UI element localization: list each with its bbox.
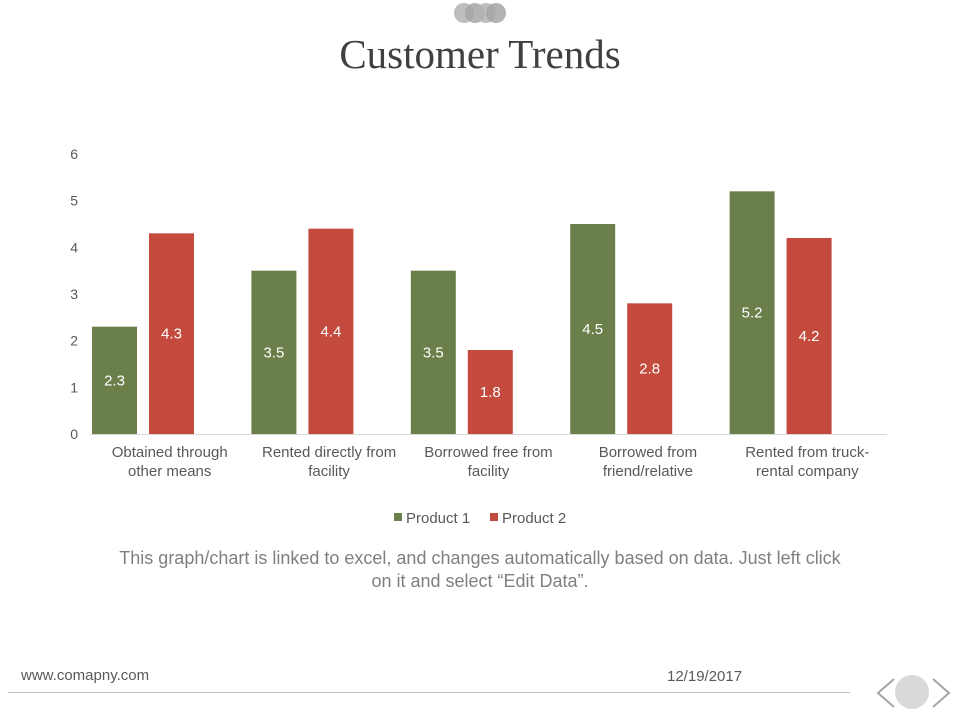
y-tick-label: 4 xyxy=(70,239,78,255)
data-label: 2.8 xyxy=(639,361,660,378)
x-tick-label: Rented from truck- xyxy=(745,444,869,461)
bar-1-4[interactable] xyxy=(570,224,616,434)
x-tick-label: Rented directly from xyxy=(262,444,396,461)
data-label: 3.5 xyxy=(263,344,284,361)
data-label: 5.2 xyxy=(742,305,763,322)
x-axis: Obtained through other means Rented direct… xyxy=(90,434,887,480)
x-tick-label: facility xyxy=(308,463,350,480)
circle-icon[interactable] xyxy=(895,675,929,709)
bar-1-1[interactable] xyxy=(92,326,137,434)
chevron-right-icon[interactable] xyxy=(932,678,951,708)
bar-2-1[interactable] xyxy=(149,233,194,434)
x-tick-label: friend/relative xyxy=(603,463,693,480)
data-label: 4.4 xyxy=(320,323,341,340)
x-tick-label: Borrowed free from xyxy=(424,444,552,461)
legend: Product 1 Product 2 xyxy=(394,510,566,527)
x-tick-label: Borrowed from xyxy=(599,444,697,461)
data-label: 2.3 xyxy=(104,372,125,389)
y-tick-label: 6 xyxy=(70,146,78,162)
x-tick-label: other means xyxy=(128,463,211,480)
y-tick-label: 1 xyxy=(70,379,78,395)
data-label: 4.3 xyxy=(161,326,182,343)
bar-1-3[interactable] xyxy=(410,270,456,434)
page-title: Customer Trends xyxy=(339,31,621,77)
chart-caption: This graph/chart is linked to excel, and… xyxy=(80,547,880,593)
data-label: 4.2 xyxy=(799,328,820,345)
y-axis: 0 1 2 3 4 5 6 xyxy=(70,146,78,442)
x-tick-label: Obtained through xyxy=(112,444,228,461)
caption-line: on it and select “Edit Data”. xyxy=(371,571,589,591)
slide-navigation xyxy=(876,675,951,709)
chevron-left-icon[interactable] xyxy=(876,678,895,708)
y-tick-label: 2 xyxy=(70,333,78,349)
footer-divider xyxy=(8,692,850,693)
bar-chart[interactable]: 0 1 2 3 4 5 6 2.3 3.5 3.5 4.5 5.2 4.3 4.4 1.8 2.8 4.2 O… xyxy=(0,0,960,540)
legend-label: Product 2 xyxy=(502,510,566,527)
x-tick-label: rental company xyxy=(756,463,859,480)
bar-2-2[interactable] xyxy=(308,228,354,434)
bar-2-4[interactable] xyxy=(627,303,673,434)
bar-2-5[interactable] xyxy=(786,238,832,434)
data-label: 1.8 xyxy=(480,384,501,401)
three-overlapping-circles-icon xyxy=(454,3,506,23)
x-tick-label: facility xyxy=(468,463,510,480)
bar-1-2[interactable] xyxy=(251,270,297,434)
y-tick-label: 5 xyxy=(70,193,78,209)
footer-url: www.comapny.com xyxy=(21,667,150,684)
plot-area: 2.3 3.5 3.5 4.5 5.2 4.3 4.4 1.8 2.8 4.2 xyxy=(92,191,832,434)
data-label: 3.5 xyxy=(423,344,444,361)
data-label: 4.5 xyxy=(582,321,603,338)
legend-label: Product 1 xyxy=(406,510,470,527)
footer-date: 12/19/2017 xyxy=(667,668,743,685)
bar-1-5[interactable] xyxy=(729,191,775,434)
legend-swatch xyxy=(394,513,402,521)
y-tick-label: 0 xyxy=(70,426,78,442)
y-tick-label: 3 xyxy=(70,286,78,302)
bar-2-3[interactable] xyxy=(467,350,513,434)
legend-swatch xyxy=(490,513,498,521)
caption-line: This graph/chart is linked to excel, and… xyxy=(119,548,841,568)
